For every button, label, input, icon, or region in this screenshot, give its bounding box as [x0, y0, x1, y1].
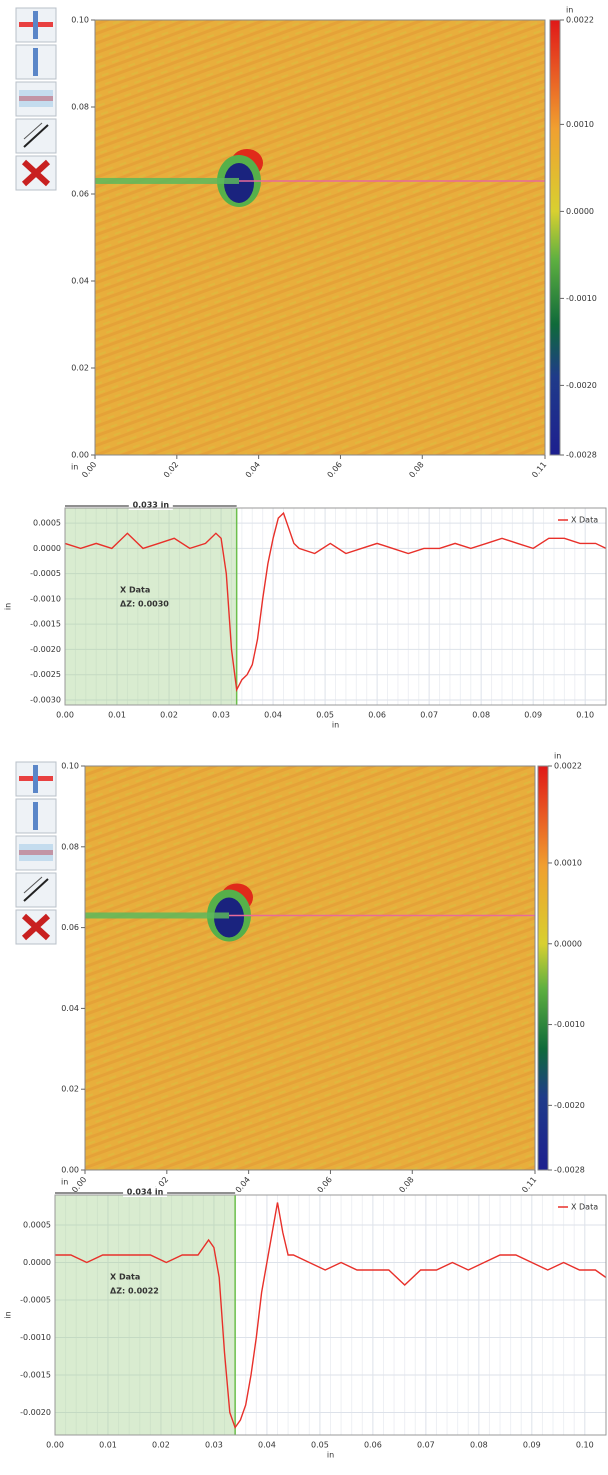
y-tick-label: 0.00	[71, 451, 89, 460]
x-tick-label: 0.07	[420, 711, 438, 720]
icon-vline	[33, 11, 38, 39]
colorbar-tick-label: 0.0010	[554, 858, 582, 867]
y-tick-label: 0.02	[71, 364, 89, 373]
y-tick-label: 0.00	[61, 1166, 79, 1175]
heatmap-image	[95, 20, 545, 455]
x-tick-label: 0.02	[162, 460, 180, 479]
icon-vline	[33, 802, 38, 830]
legend-label: X Data	[571, 1203, 598, 1212]
x-tick-label: 0.10	[576, 711, 594, 720]
icon-band	[19, 90, 53, 107]
colorbar-tick-label: 0.0000	[554, 939, 582, 948]
colorbar-tick-label: -0.0010	[566, 294, 597, 303]
x-tick-label: 0.08	[470, 1441, 488, 1450]
x-tick-label: 0.02	[160, 711, 178, 720]
x-axis-label: in	[61, 1178, 68, 1187]
x-axis-label: in	[71, 463, 78, 472]
x-tick-label: 0.04	[264, 711, 282, 720]
x-tick-label: 0.11	[520, 1175, 538, 1194]
y-tick-label: -0.0020	[20, 1408, 51, 1417]
x-tick-label: 0.03	[212, 711, 230, 720]
y-tick-label: 0.10	[71, 16, 89, 25]
y-tick-label: -0.0015	[30, 620, 61, 629]
x-tick-label: 0.01	[99, 1441, 117, 1450]
annotation: X Data	[120, 586, 150, 595]
y-tick-label: 0.08	[61, 842, 79, 851]
colorbar-tick-label: -0.0010	[554, 1020, 585, 1029]
x-tick-label: 0.04	[244, 460, 262, 479]
y-axis-label: in	[4, 603, 13, 610]
x-tick-label: 0.01	[108, 711, 126, 720]
y-tick-label: 0.0005	[33, 519, 61, 528]
x-tick-label: 0.03	[205, 1441, 223, 1450]
y-tick-label: -0.0005	[30, 569, 61, 578]
x-tick-label: 0.11	[530, 460, 548, 479]
y-tick-label: -0.0020	[30, 645, 61, 654]
colorbar-label: in	[554, 752, 561, 761]
y-tick-label: 0.06	[71, 190, 89, 199]
x-axis-label: in	[327, 1451, 334, 1460]
y-tick-label: 0.0000	[33, 544, 61, 553]
y-tick-label: 0.04	[61, 1004, 79, 1013]
annotation: ΔZ: 0.0022	[110, 1287, 159, 1296]
colorbar-tick-label: -0.0020	[566, 381, 597, 390]
profile-cursor	[95, 178, 239, 184]
icon-vline	[33, 765, 38, 793]
colorbar	[550, 20, 560, 455]
y-tick-label: -0.0010	[30, 594, 61, 603]
x-tick-label: 0.10	[576, 1441, 594, 1450]
selection-span	[55, 1195, 235, 1435]
y-tick-label: 0.06	[61, 923, 79, 932]
x-tick-label: 0.04	[258, 1441, 276, 1450]
x-tick-label: 0.06	[316, 1175, 334, 1194]
x-tick-label: 0.02	[152, 1441, 170, 1450]
annotation: ΔZ: 0.0030	[120, 600, 169, 609]
x-tick-label: 0.00	[56, 711, 74, 720]
colorbar-tick-label: 0.0022	[554, 762, 582, 771]
y-tick-label: 0.0005	[23, 1221, 51, 1230]
legend-label: X Data	[571, 516, 598, 525]
x-tick-label: 0.06	[326, 460, 344, 479]
screenshot: 0.00 0.02 0.04 0.06 0.08 0.11 0.00 0.02 0.04 0.06…	[0, 0, 608, 1475]
icon-vline	[33, 48, 38, 76]
icon-band	[19, 844, 53, 861]
y-tick-label: 0.08	[71, 103, 89, 112]
x-tick-label: 0.06	[364, 1441, 382, 1450]
y-tick-label: 0.0000	[23, 1258, 51, 1267]
colorbar-tick-label: -0.0028	[554, 1166, 585, 1175]
x-tick-label: 0.05	[316, 711, 334, 720]
colorbar-tick-label: 0.0000	[566, 207, 594, 216]
y-tick-label: -0.0030	[30, 695, 61, 704]
y-tick-label: 0.02	[61, 1085, 79, 1094]
y-axis-label: in	[4, 1311, 13, 1318]
colorbar-tick-label: 0.0022	[566, 16, 594, 25]
x-tick-label: 0.08	[407, 460, 425, 479]
x-tick-label: 0.00	[80, 460, 98, 479]
y-tick-label: -0.0015	[20, 1371, 51, 1380]
x-tick-label: 0.05	[311, 1441, 329, 1450]
x-tick-label: 0.09	[524, 711, 542, 720]
colorbar-tick-label: 0.0010	[566, 120, 594, 129]
colorbar	[538, 766, 548, 1170]
x-tick-label: 0.08	[397, 1175, 415, 1194]
x-tick-label: 0.06	[368, 711, 386, 720]
colorbar-tick-label: -0.0028	[566, 451, 597, 460]
x-tick-label: 0.00	[70, 1175, 88, 1194]
x-tick-label: 0.04	[234, 1175, 252, 1194]
x-tick-label: 0.08	[472, 711, 490, 720]
y-tick-label: -0.0010	[20, 1333, 51, 1342]
y-tick-label: 0.04	[71, 277, 89, 286]
x-tick-label: 0.07	[417, 1441, 435, 1450]
x-tick-label: 0.09	[523, 1441, 541, 1450]
x-axis-label: in	[332, 721, 339, 730]
heatmap-image	[85, 766, 535, 1170]
colorbar-label: in	[566, 6, 573, 15]
y-tick-label: -0.0005	[20, 1296, 51, 1305]
y-tick-label: -0.0025	[30, 670, 61, 679]
profile-cursor	[85, 912, 229, 918]
x-tick-label: 0.00	[46, 1441, 64, 1450]
colorbar-tick-label: -0.0020	[554, 1101, 585, 1110]
y-tick-label: 0.10	[61, 762, 79, 771]
annotation: X Data	[110, 1273, 140, 1282]
